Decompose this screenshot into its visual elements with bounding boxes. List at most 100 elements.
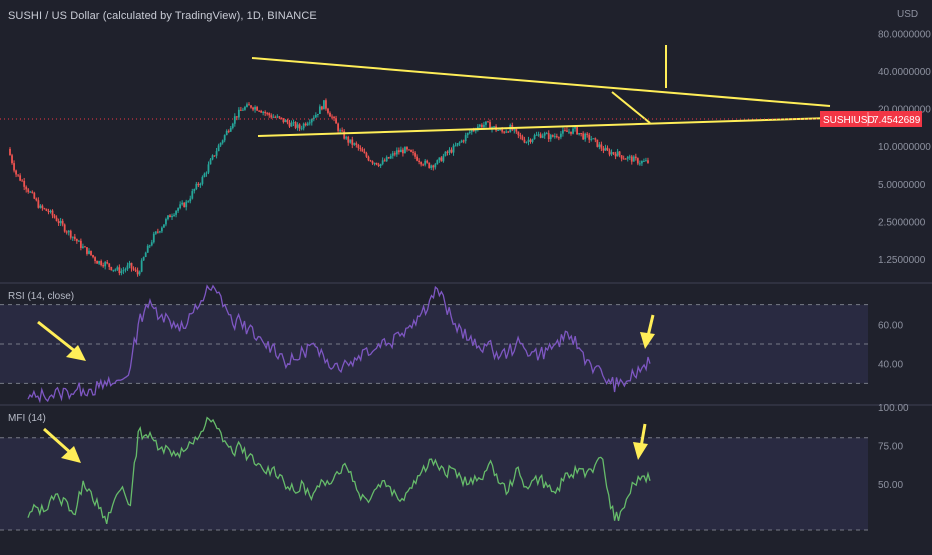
currency-unit: USD [897, 9, 918, 20]
candle-body [316, 113, 319, 115]
candle-body [108, 263, 111, 267]
candle-body [185, 201, 188, 208]
candle-body [513, 129, 516, 131]
candle-body [183, 202, 186, 208]
candle-body [142, 257, 145, 261]
last-price-ticker: SUSHIUSD [823, 115, 875, 126]
candle-body [379, 163, 382, 166]
candle-body [638, 163, 641, 165]
candle-body [304, 123, 307, 126]
candle-body [349, 139, 352, 143]
candle-body [296, 124, 299, 128]
candle-body [497, 130, 500, 132]
candle-body [189, 198, 192, 202]
price-axis[interactable]: 80.0000000 40.0000000 20.0000000 10.0000000… [878, 9, 931, 266]
candle-body [428, 162, 431, 169]
candle-body [163, 224, 165, 228]
rsi-pane[interactable]: 60.00 40.00 [0, 284, 903, 404]
mfi-label[interactable]: MFI (14) [8, 413, 46, 424]
candle-body [286, 120, 289, 123]
candle-body [343, 131, 346, 139]
mfi-line[interactable] [27, 416, 651, 525]
candle-body [96, 260, 98, 264]
price-pane[interactable] [9, 98, 649, 277]
candle-body [371, 161, 374, 164]
candle-body [499, 129, 502, 131]
candle-body [582, 133, 585, 140]
candle-body [442, 155, 445, 162]
candle-body [590, 139, 593, 141]
candle-body [19, 175, 22, 181]
candle-body [399, 149, 402, 153]
candle-body [602, 148, 605, 151]
candle-body [608, 150, 611, 155]
candle-body [244, 107, 246, 110]
mfi-left-arrow-icon [43, 427, 81, 463]
candle-body [191, 191, 194, 199]
candle-body [410, 149, 412, 152]
candle-body [160, 227, 163, 232]
candle-body [104, 262, 107, 267]
candle-body [440, 157, 443, 162]
candle-body [616, 151, 619, 157]
candle-body [551, 135, 554, 137]
candle-body [221, 140, 224, 143]
candle-body [393, 153, 396, 155]
mfi-pane[interactable]: 100.00 75.00 50.00 [0, 403, 909, 531]
candle-body [59, 220, 62, 224]
candle-body [292, 122, 295, 124]
candle-body [213, 155, 216, 157]
symbol-title[interactable]: SUSHI / US Dollar (calculated by Trading… [8, 10, 317, 22]
last-price-label[interactable]: SUSHIUSD 7.4542689 [820, 111, 922, 127]
candle-body [9, 148, 11, 156]
candle-body [94, 257, 96, 261]
candle-body [144, 252, 147, 258]
candle-body [529, 139, 532, 142]
candle-body [580, 133, 583, 135]
candle-body [462, 140, 465, 142]
candle-body [47, 210, 50, 213]
candle-body [288, 122, 291, 127]
candle-body [61, 220, 64, 225]
candle-body [474, 130, 477, 132]
candle-body [320, 106, 323, 110]
rsi-label[interactable]: RSI (14, close) [8, 291, 74, 302]
rsi-line[interactable] [27, 284, 651, 404]
candle-body [594, 138, 597, 140]
candle-body [248, 104, 250, 106]
candle-body [246, 104, 248, 108]
price-tick-label: 2.5000000 [878, 217, 926, 228]
candle-body [329, 112, 331, 117]
price-tick-label: 40.0000000 [878, 67, 931, 78]
candle-body [167, 215, 169, 220]
candle-body [276, 116, 279, 118]
candle-body [25, 186, 28, 190]
upper-trendline[interactable] [251, 57, 831, 107]
candle-body [626, 156, 629, 159]
candle-body [327, 108, 329, 113]
lower-trendline[interactable] [257, 117, 831, 137]
candle-body [41, 205, 44, 209]
candle-body [51, 210, 54, 216]
candle-body [485, 121, 487, 125]
breakdown-segment[interactable] [611, 91, 651, 124]
candle-body [306, 123, 309, 126]
candle-body [114, 269, 117, 271]
trendline-annotations[interactable] [251, 45, 831, 137]
candle-body [132, 268, 135, 270]
candle-body [559, 133, 562, 138]
candle-body [280, 117, 283, 119]
candle-body [146, 245, 149, 253]
candle-body [270, 115, 273, 118]
candle-body [136, 270, 139, 275]
candle-body [418, 160, 421, 162]
candle-body [422, 164, 425, 166]
candle-body [397, 150, 400, 153]
candle-body [624, 158, 627, 160]
candle-body [557, 137, 560, 139]
candle-body [438, 157, 441, 161]
candle-body [596, 139, 599, 147]
candle-body [331, 116, 333, 118]
